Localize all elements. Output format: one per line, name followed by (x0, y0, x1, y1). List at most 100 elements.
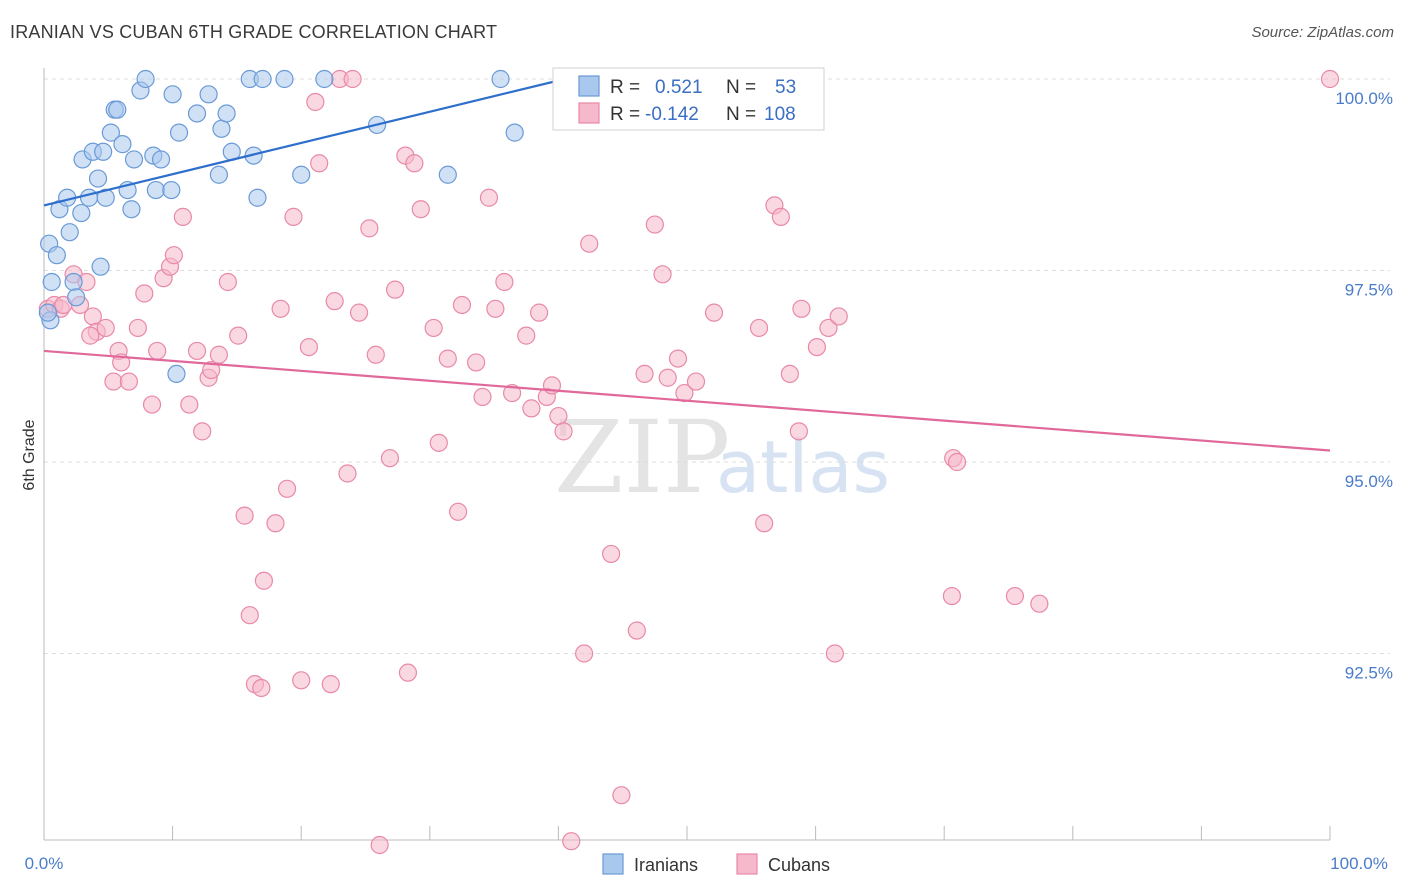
iranians-point (209, 165, 228, 184)
cubans-point (658, 368, 677, 387)
iranians-legend-swatch (578, 75, 600, 97)
chart-source: Source: ZipAtlas.com (1251, 24, 1394, 41)
cubans-point (653, 265, 672, 284)
iranians-point (67, 288, 86, 307)
iranians-point (124, 150, 144, 169)
cubans-point (284, 207, 303, 226)
iranians-bottom-swatch[interactable] (602, 853, 624, 875)
legend-r-label-iranians: R = (610, 77, 640, 98)
cubans-point (438, 349, 457, 368)
iranians-point (146, 180, 165, 200)
iranians-point (253, 69, 272, 89)
y-tick-label: 97.5% (1345, 281, 1393, 300)
iranians-point (292, 165, 311, 184)
iranians-series (38, 69, 729, 384)
cubans-point (325, 292, 344, 311)
iranians-point (101, 123, 120, 142)
cubans-point (411, 200, 430, 219)
legend-r-value-iranians: 0.521 (655, 77, 703, 98)
y-tick-labels: 92.5% 95.0% 97.5% 100.0% (1335, 89, 1393, 683)
cubans-point (104, 372, 123, 391)
cubans-point (627, 621, 646, 640)
x-tick-label-min: 0.0% (25, 854, 64, 873)
iranians-point (438, 165, 457, 184)
iranians-point (136, 69, 155, 89)
cubans-point (398, 663, 418, 682)
cubans-point (522, 399, 541, 418)
cubans-point (1320, 69, 1340, 89)
iranians-point (163, 85, 182, 104)
iranians-point (151, 150, 171, 169)
cubans-point (704, 303, 724, 322)
cubans-legend-swatch (578, 102, 600, 124)
cubans-point (755, 514, 774, 533)
iranians-point (122, 200, 141, 219)
cubans-legend-label[interactable]: Cubans (768, 855, 830, 875)
cubans-point (277, 479, 297, 498)
iranians-point (108, 100, 127, 119)
legend-n-label-iranians: N = (726, 77, 756, 98)
cubans-point (119, 372, 138, 391)
iranians-point (64, 272, 83, 292)
iranians-point (113, 135, 132, 154)
cubans-point (310, 154, 329, 173)
cubans-point (668, 349, 688, 368)
cubans-point (240, 606, 259, 625)
legend-n-value-iranians: 53 (775, 77, 796, 98)
cubans-point (229, 326, 248, 345)
cubans-point (947, 452, 967, 472)
iranians-point (88, 169, 108, 188)
cubans-point (135, 284, 154, 303)
cubans-point (749, 318, 769, 338)
cubans-point (580, 234, 599, 253)
cubans-point (385, 280, 405, 299)
iranians-point (199, 85, 218, 104)
y-tick-label: 92.5% (1345, 664, 1393, 683)
cubans-point (792, 299, 811, 318)
cubans-point (807, 338, 826, 357)
cubans-point (424, 318, 443, 338)
iranians-point (169, 123, 189, 142)
iranians-point (162, 180, 181, 200)
correlation-legend: R = 0.521 N = 53 R = -0.142 N = 108 (552, 67, 825, 131)
cubans-point (575, 644, 594, 663)
cubans-point (193, 422, 212, 441)
cubans-point (96, 318, 115, 338)
cubans-point (466, 353, 486, 372)
y-axis-label: 6th Grade (21, 419, 38, 490)
cubans-bottom-swatch[interactable] (736, 853, 758, 875)
cubans-point (780, 364, 799, 384)
cubans-point (612, 786, 631, 805)
chart-title: IRANIAN VS CUBAN 6TH GRADE CORRELATION C… (10, 22, 498, 42)
iranians-point (96, 188, 115, 207)
cubans-point (321, 675, 340, 694)
cubans-point (235, 506, 254, 525)
cubans-point (271, 299, 290, 318)
cubans-trend-line (43, 349, 1331, 452)
iranians-point (505, 123, 524, 142)
iranians-point (187, 104, 207, 123)
cubans-point (554, 422, 573, 441)
cubans-point (306, 92, 325, 112)
iranians-point (60, 223, 79, 242)
iranians-legend-label[interactable]: Iranians (634, 855, 698, 875)
legend-n-value-cubans: 108 (764, 104, 796, 125)
legend-r-value-cubans: -0.142 (645, 104, 699, 125)
cubans-point (128, 318, 147, 338)
cubans-point (479, 188, 499, 207)
cubans-point (635, 364, 654, 384)
iranians-point (42, 272, 61, 292)
iranians-point (94, 142, 113, 161)
cubans-point (452, 295, 472, 315)
cubans-point (360, 219, 379, 238)
cubans-series (38, 69, 1340, 855)
iranians-point (91, 257, 110, 276)
cubans-point (209, 345, 228, 364)
cubans-point (292, 671, 311, 690)
cubans-point (202, 360, 221, 380)
cubans-point (942, 586, 962, 606)
cubans-point (562, 832, 581, 851)
cubans-point (349, 303, 369, 322)
cubans-point (380, 449, 400, 468)
